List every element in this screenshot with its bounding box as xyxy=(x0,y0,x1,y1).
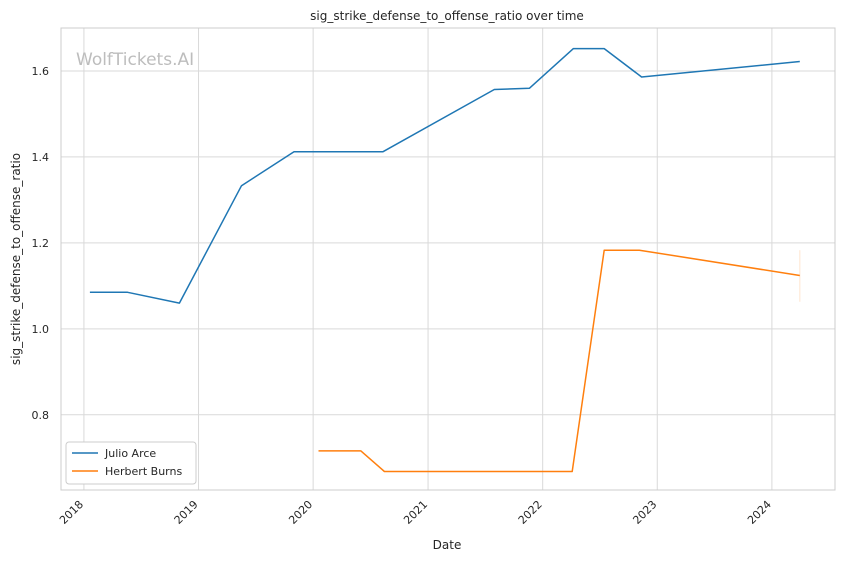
x-tick-label: 2021 xyxy=(401,498,430,527)
x-tick-label: 2019 xyxy=(172,498,201,527)
legend: Julio Arce Herbert Burns xyxy=(65,441,197,485)
y-tick-label: 1.0 xyxy=(32,323,50,336)
grid xyxy=(61,28,835,490)
series-1 xyxy=(318,249,801,473)
legend-box xyxy=(65,441,197,485)
x-tick-label: 2022 xyxy=(516,498,545,527)
series-line xyxy=(89,47,800,304)
x-tick-label: 2023 xyxy=(630,498,659,527)
x-tick-label: 2018 xyxy=(57,498,86,527)
x-axis-ticks: 2018 2019 2020 2021 2022 2023 2024 xyxy=(57,498,774,527)
y-axis-label: sig_strike_defense_to_offense_ratio xyxy=(9,153,23,365)
y-tick-label: 1.4 xyxy=(32,151,50,164)
y-tick-label: 0.8 xyxy=(32,409,50,422)
x-axis-label: Date xyxy=(433,538,462,552)
y-tick-label: 1.2 xyxy=(32,237,50,250)
series-0 xyxy=(89,47,800,304)
legend-entry-label: Julio Arce xyxy=(104,447,156,460)
x-tick-label: 2020 xyxy=(286,498,315,527)
y-tick-label: 1.6 xyxy=(32,65,50,78)
chart-title: sig_strike_defense_to_offense_ratio over… xyxy=(310,9,584,23)
series-line xyxy=(318,249,800,473)
x-tick-label: 2024 xyxy=(745,498,774,527)
plot-frame xyxy=(60,27,836,491)
series-layer xyxy=(89,47,801,473)
watermark: WolfTickets.AI xyxy=(76,50,194,70)
y-axis-ticks: 0.8 1.0 1.2 1.4 1.6 xyxy=(32,65,50,422)
legend-entry-label: Herbert Burns xyxy=(105,465,182,478)
